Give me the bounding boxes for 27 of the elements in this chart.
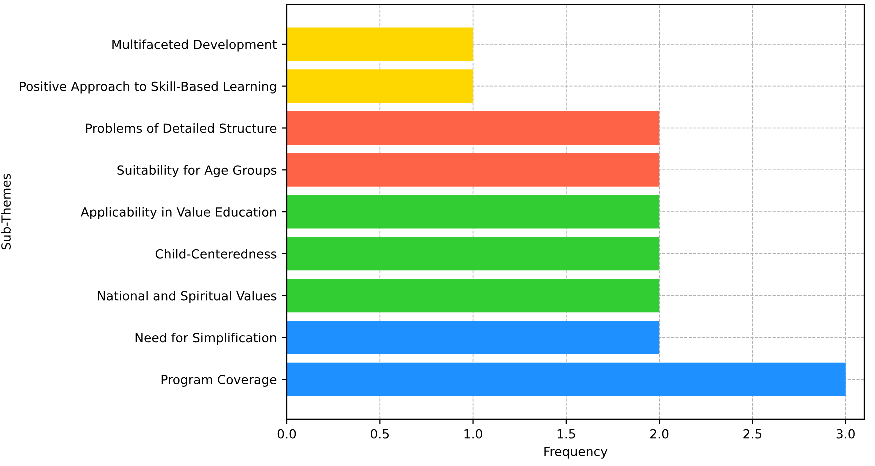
y-tick-label: Problems of Detailed Structure: [86, 123, 277, 134]
y-tick-label: National and Spiritual Values: [98, 291, 277, 304]
y-tick-label: Multifaceted Development: [112, 40, 277, 52]
bar: [287, 362, 846, 396]
bar: [287, 153, 660, 187]
x-tick-label: 3.0: [836, 429, 855, 439]
y-axis-title: Sub-Themes: [1, 174, 12, 250]
y-tick-label: Applicability in Value Education: [80, 207, 276, 220]
y-tick-label: Suitability for Age Groups: [118, 165, 277, 178]
x-axis-title: Frequency: [544, 447, 608, 459]
x-tick-label: 2.5: [744, 429, 762, 439]
x-tick-label: 2.0: [650, 429, 669, 439]
y-tick-label: Positive Approach to Skill-Based Learning: [20, 82, 276, 94]
bar: [287, 195, 660, 229]
x-tick-label: 0.5: [371, 429, 389, 439]
y-tick-label: Need for Simplification: [136, 332, 276, 346]
x-tick-label: 1.0: [464, 429, 482, 439]
bar: [287, 237, 660, 271]
x-tick-label: 1.5: [558, 430, 576, 439]
bar: [287, 28, 474, 62]
x-tick-label: 0.0: [278, 429, 296, 439]
bar: [287, 111, 660, 145]
bar: [287, 320, 660, 354]
y-tick-label: Child-Centeredness: [156, 249, 277, 259]
bar: [287, 279, 660, 313]
y-tick-label: Program Coverage: [162, 375, 277, 387]
bar: [287, 70, 474, 104]
